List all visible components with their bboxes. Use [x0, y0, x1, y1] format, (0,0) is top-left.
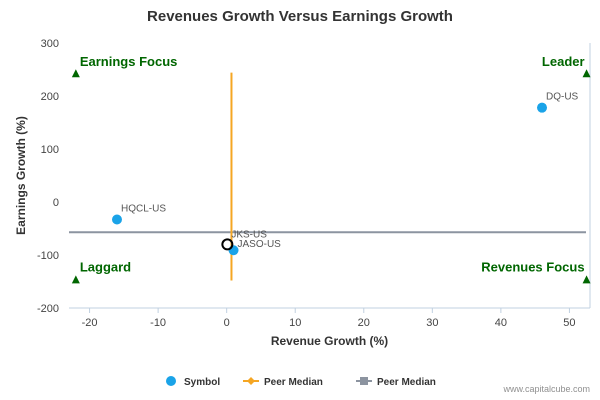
- x-tick-label: -10: [150, 317, 166, 329]
- y-tick-label: 0: [53, 197, 59, 209]
- x-tick-label: 20: [358, 317, 370, 329]
- legend-peer-median-vertical-label: Peer Median: [264, 377, 323, 388]
- legend-peer-median-vertical-marker: [247, 377, 255, 385]
- chart-title: Revenues Growth Versus Earnings Growth: [147, 8, 453, 25]
- data-point-label: HQCL-US: [121, 203, 166, 214]
- x-tick-label: 40: [495, 317, 507, 329]
- legend-peer-median-horizontal-marker: [360, 377, 368, 385]
- footer-credit: www.capitalcube.com: [503, 384, 590, 394]
- data-point-label: JASO-US: [238, 239, 282, 250]
- x-tick-label: 10: [289, 317, 301, 329]
- x-tick-label: -20: [82, 317, 98, 329]
- quadrant-marker-top-left: [71, 69, 80, 78]
- data-point-label: DQ-US: [546, 92, 579, 103]
- legend-symbol-marker: [166, 376, 176, 386]
- y-tick-label: 200: [41, 91, 59, 103]
- x-tick-label: 0: [224, 317, 230, 329]
- highlight-point: [221, 238, 234, 251]
- data-point: [537, 102, 548, 113]
- highlight-point-label: JKS-US: [231, 229, 267, 240]
- quadrant-marker-top-right: [582, 69, 591, 78]
- quadrant-marker-bottom-right: [582, 275, 591, 284]
- quadrant-label-leader: Leader: [542, 54, 585, 69]
- y-axis-title: Earnings Growth (%): [14, 116, 28, 235]
- data-point: [111, 214, 122, 225]
- y-tick-label: -200: [37, 303, 59, 315]
- legend-symbol-label: Symbol: [184, 377, 220, 388]
- quadrant-label-earnings-focus: Earnings Focus: [80, 54, 178, 69]
- x-tick-label: 30: [426, 317, 438, 329]
- y-tick-label: 300: [41, 38, 59, 50]
- y-tick-label: -100: [37, 250, 59, 262]
- quadrant-label-revenues-focus: Revenues Focus: [481, 259, 584, 274]
- x-tick-label: 50: [563, 317, 575, 329]
- y-tick-label: 100: [41, 144, 59, 156]
- quadrant-label-laggard: Laggard: [80, 259, 131, 274]
- x-axis-title: Revenue Growth (%): [271, 334, 388, 348]
- legend-peer-median-horizontal-label: Peer Median: [377, 377, 436, 388]
- quadrant-marker-bottom-left: [71, 275, 80, 284]
